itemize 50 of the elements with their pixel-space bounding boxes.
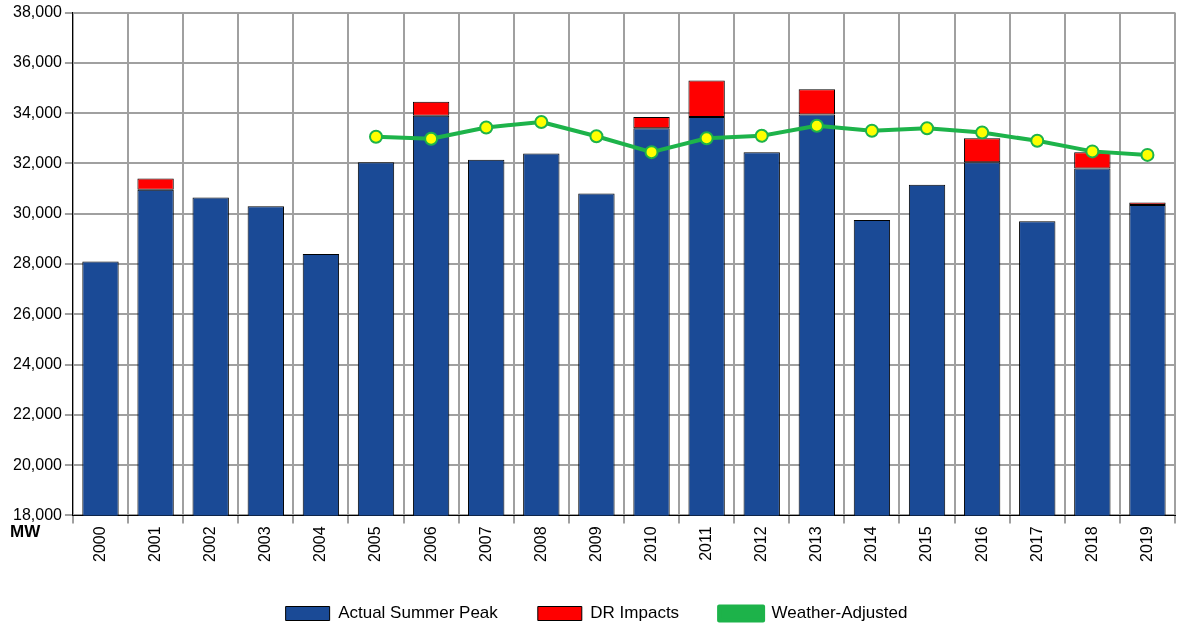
x-tick-label: 2019: [1137, 526, 1155, 562]
point: [1085, 144, 1100, 159]
x-tick-label: 2013: [807, 526, 825, 562]
y-axis-title: MW: [10, 522, 41, 542]
x-tick-label: 2003: [256, 526, 274, 562]
x-tick-label: 2017: [1027, 526, 1045, 562]
y-tick-label: 22,000: [13, 405, 63, 423]
legend-label: Weather-Adjusted: [771, 603, 908, 623]
point: [589, 129, 604, 144]
y-tick-label: 32,000: [13, 153, 63, 171]
x-tick-label: 2004: [311, 526, 329, 562]
point: [1140, 147, 1155, 162]
x-tick-label: 2018: [1082, 526, 1100, 562]
point: [534, 114, 549, 129]
y-tick-label: 30,000: [13, 204, 63, 222]
y-tick-label: 18,000: [13, 505, 63, 523]
point: [809, 118, 824, 133]
x-tick-label: 2002: [201, 526, 219, 562]
point: [369, 129, 384, 144]
x-tick-label: 2016: [972, 526, 990, 562]
point: [424, 131, 439, 146]
y-tick-label: 38,000: [13, 3, 63, 21]
y-tick-label: 34,000: [13, 103, 63, 121]
point: [754, 128, 769, 143]
point: [1030, 133, 1045, 148]
y-tick-label: 26,000: [13, 304, 63, 322]
x-tick-label: 2005: [366, 526, 384, 562]
x-tick-label: 2012: [752, 526, 770, 562]
point: [864, 123, 879, 138]
legend-label: Actual Summer Peak: [338, 603, 499, 623]
x-tick-label: 2010: [641, 526, 659, 562]
x-tick-label: 2008: [531, 526, 549, 562]
y-tick-label: 28,000: [13, 254, 63, 272]
point: [644, 145, 659, 160]
x-tick-label: 2001: [146, 526, 163, 562]
x-tick-label: 2014: [862, 526, 880, 562]
point: [479, 120, 494, 135]
y-tick-label: 24,000: [13, 354, 63, 372]
x-tick-label: 2006: [421, 526, 439, 562]
x-tick-label: 2009: [586, 526, 604, 562]
y-tick-label: 20,000: [13, 455, 63, 473]
x-tick-label: 2007: [476, 526, 494, 562]
x-tick-label: 2011: [697, 526, 715, 561]
x-tick-label: 2000: [90, 526, 108, 562]
x-tick-label: 2015: [917, 526, 935, 562]
point: [975, 125, 990, 140]
legend-label: DR Impacts: [590, 603, 680, 623]
point: [920, 121, 935, 136]
point: [699, 131, 714, 146]
y-tick-label: 36,000: [13, 53, 63, 71]
